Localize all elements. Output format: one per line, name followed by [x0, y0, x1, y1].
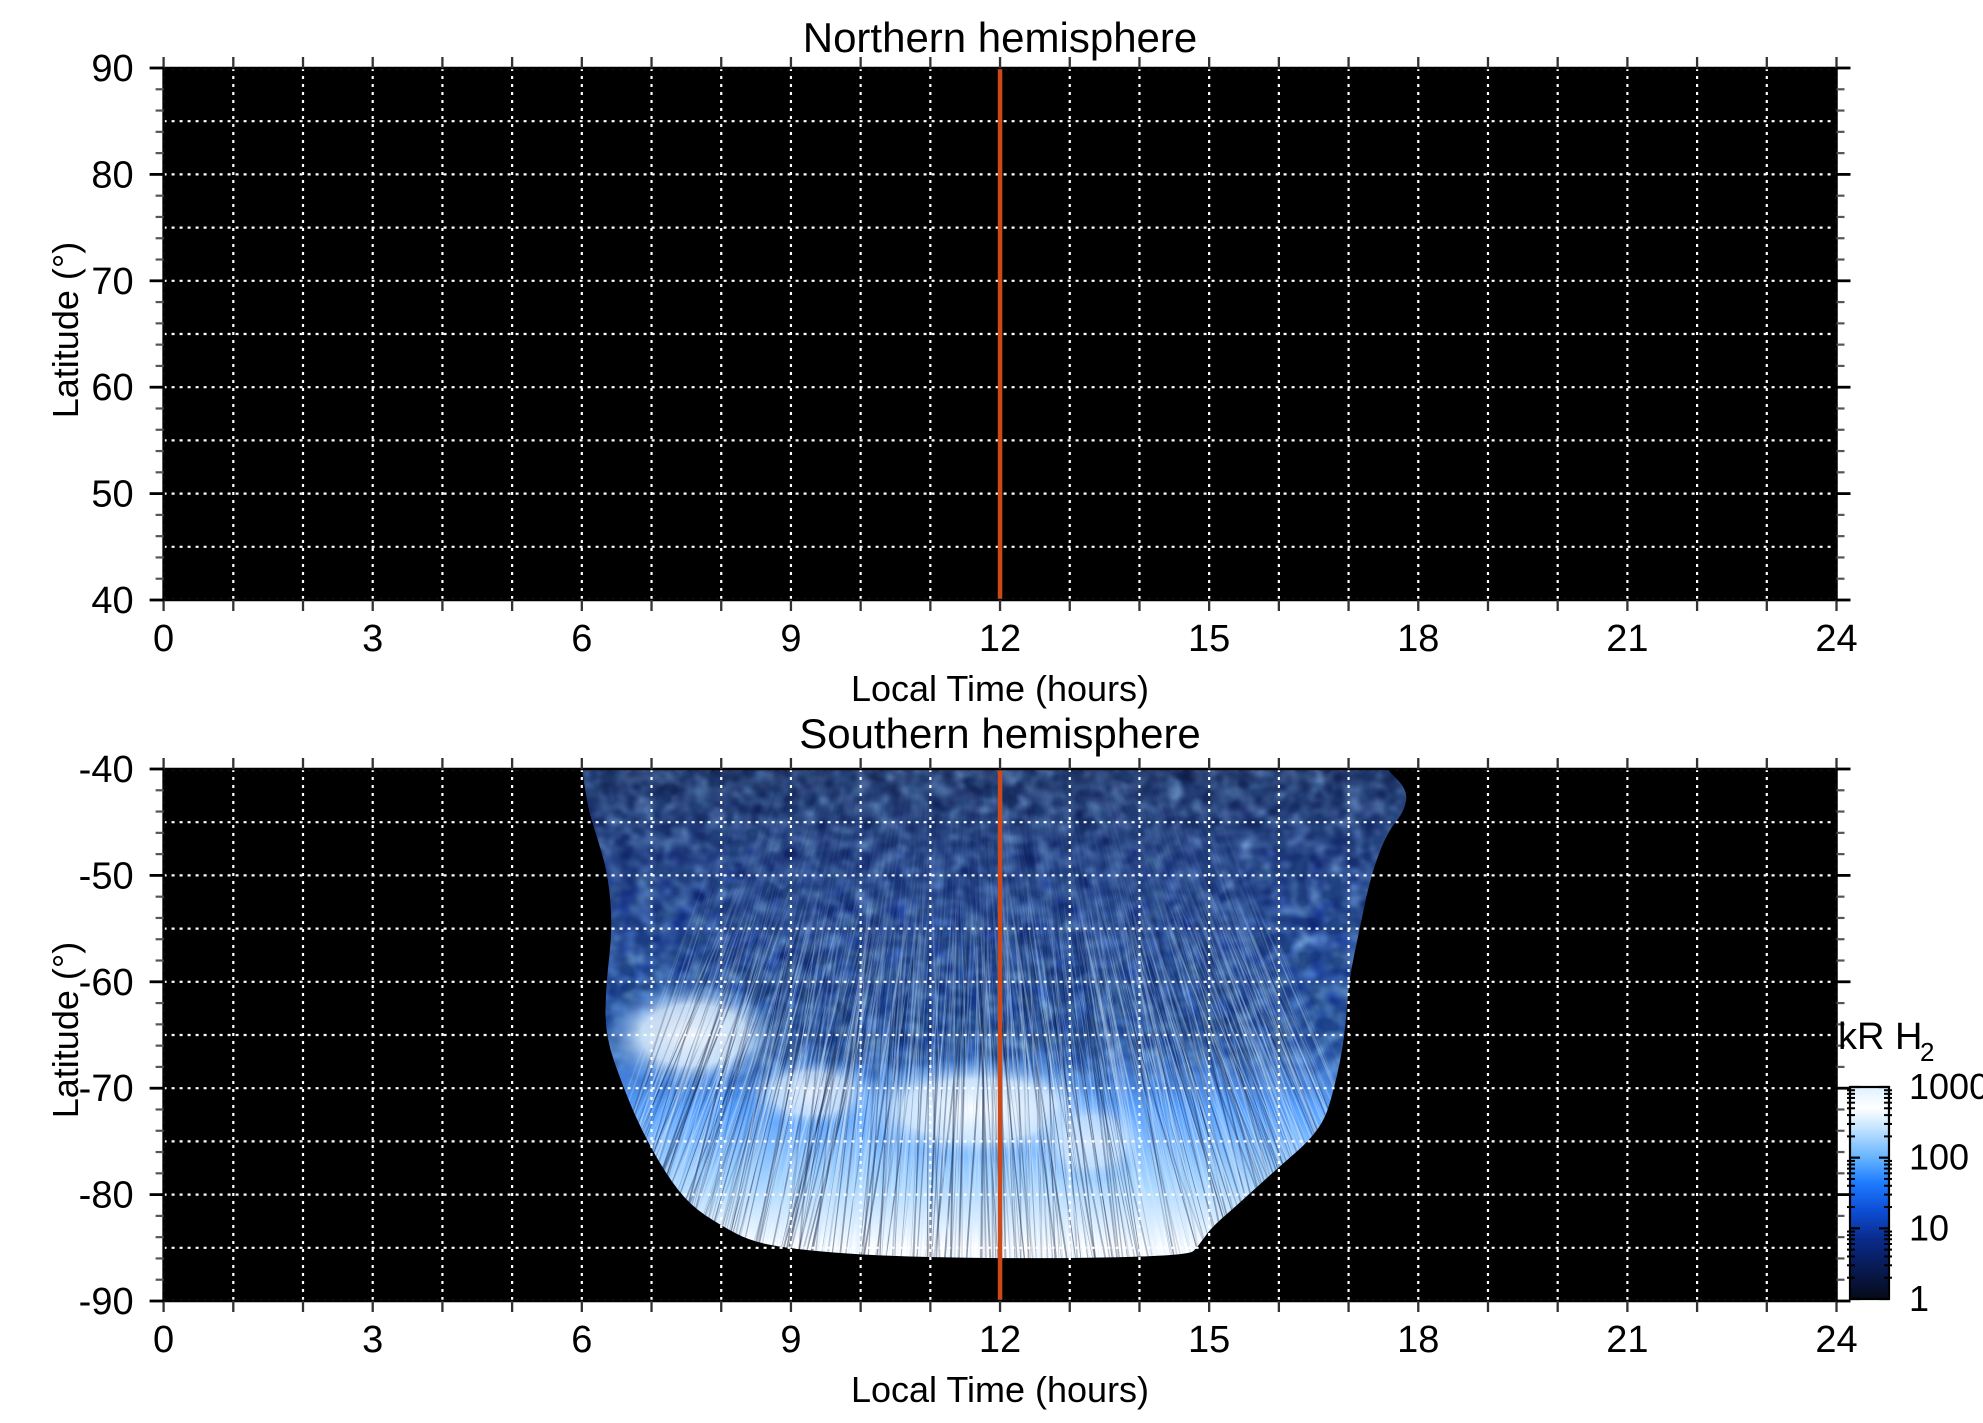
svg-text:-60: -60 [79, 962, 134, 1004]
svg-text:12: 12 [979, 618, 1021, 660]
svg-text:24: 24 [1815, 1319, 1857, 1361]
svg-text:10: 10 [1909, 1207, 1949, 1248]
svg-text:80: 80 [91, 154, 133, 196]
svg-text:1000: 1000 [1909, 1066, 1983, 1107]
svg-text:12: 12 [979, 1319, 1021, 1361]
svg-text:1: 1 [1909, 1278, 1929, 1319]
svg-text:3: 3 [362, 618, 383, 660]
svg-text:15: 15 [1188, 618, 1230, 660]
svg-text:18: 18 [1397, 1319, 1439, 1361]
svg-text:100: 100 [1909, 1137, 1969, 1178]
svg-text:-90: -90 [79, 1281, 134, 1323]
svg-text:21: 21 [1606, 1319, 1648, 1361]
svg-text:3: 3 [362, 1319, 383, 1361]
svg-text:90: 90 [91, 48, 133, 90]
svg-text:50: 50 [91, 474, 133, 516]
svg-text:9: 9 [780, 1319, 801, 1361]
svg-text:2: 2 [1920, 1037, 1934, 1067]
svg-text:21: 21 [1606, 618, 1648, 660]
svg-text:-40: -40 [79, 749, 134, 791]
svg-text:9: 9 [780, 618, 801, 660]
svg-text:-80: -80 [79, 1175, 134, 1217]
svg-text:0: 0 [153, 618, 174, 660]
svg-text:kR H: kR H [1838, 1016, 1922, 1058]
svg-text:40: 40 [91, 580, 133, 622]
svg-text:-70: -70 [79, 1068, 134, 1110]
svg-text:70: 70 [91, 261, 133, 303]
svg-text:18: 18 [1397, 618, 1439, 660]
svg-text:60: 60 [91, 367, 133, 409]
svg-text:6: 6 [571, 618, 592, 660]
svg-text:0: 0 [153, 1319, 174, 1361]
svg-text:24: 24 [1815, 618, 1857, 660]
svg-text:6: 6 [571, 1319, 592, 1361]
svg-text:15: 15 [1188, 1319, 1230, 1361]
svg-text:-50: -50 [79, 855, 134, 897]
